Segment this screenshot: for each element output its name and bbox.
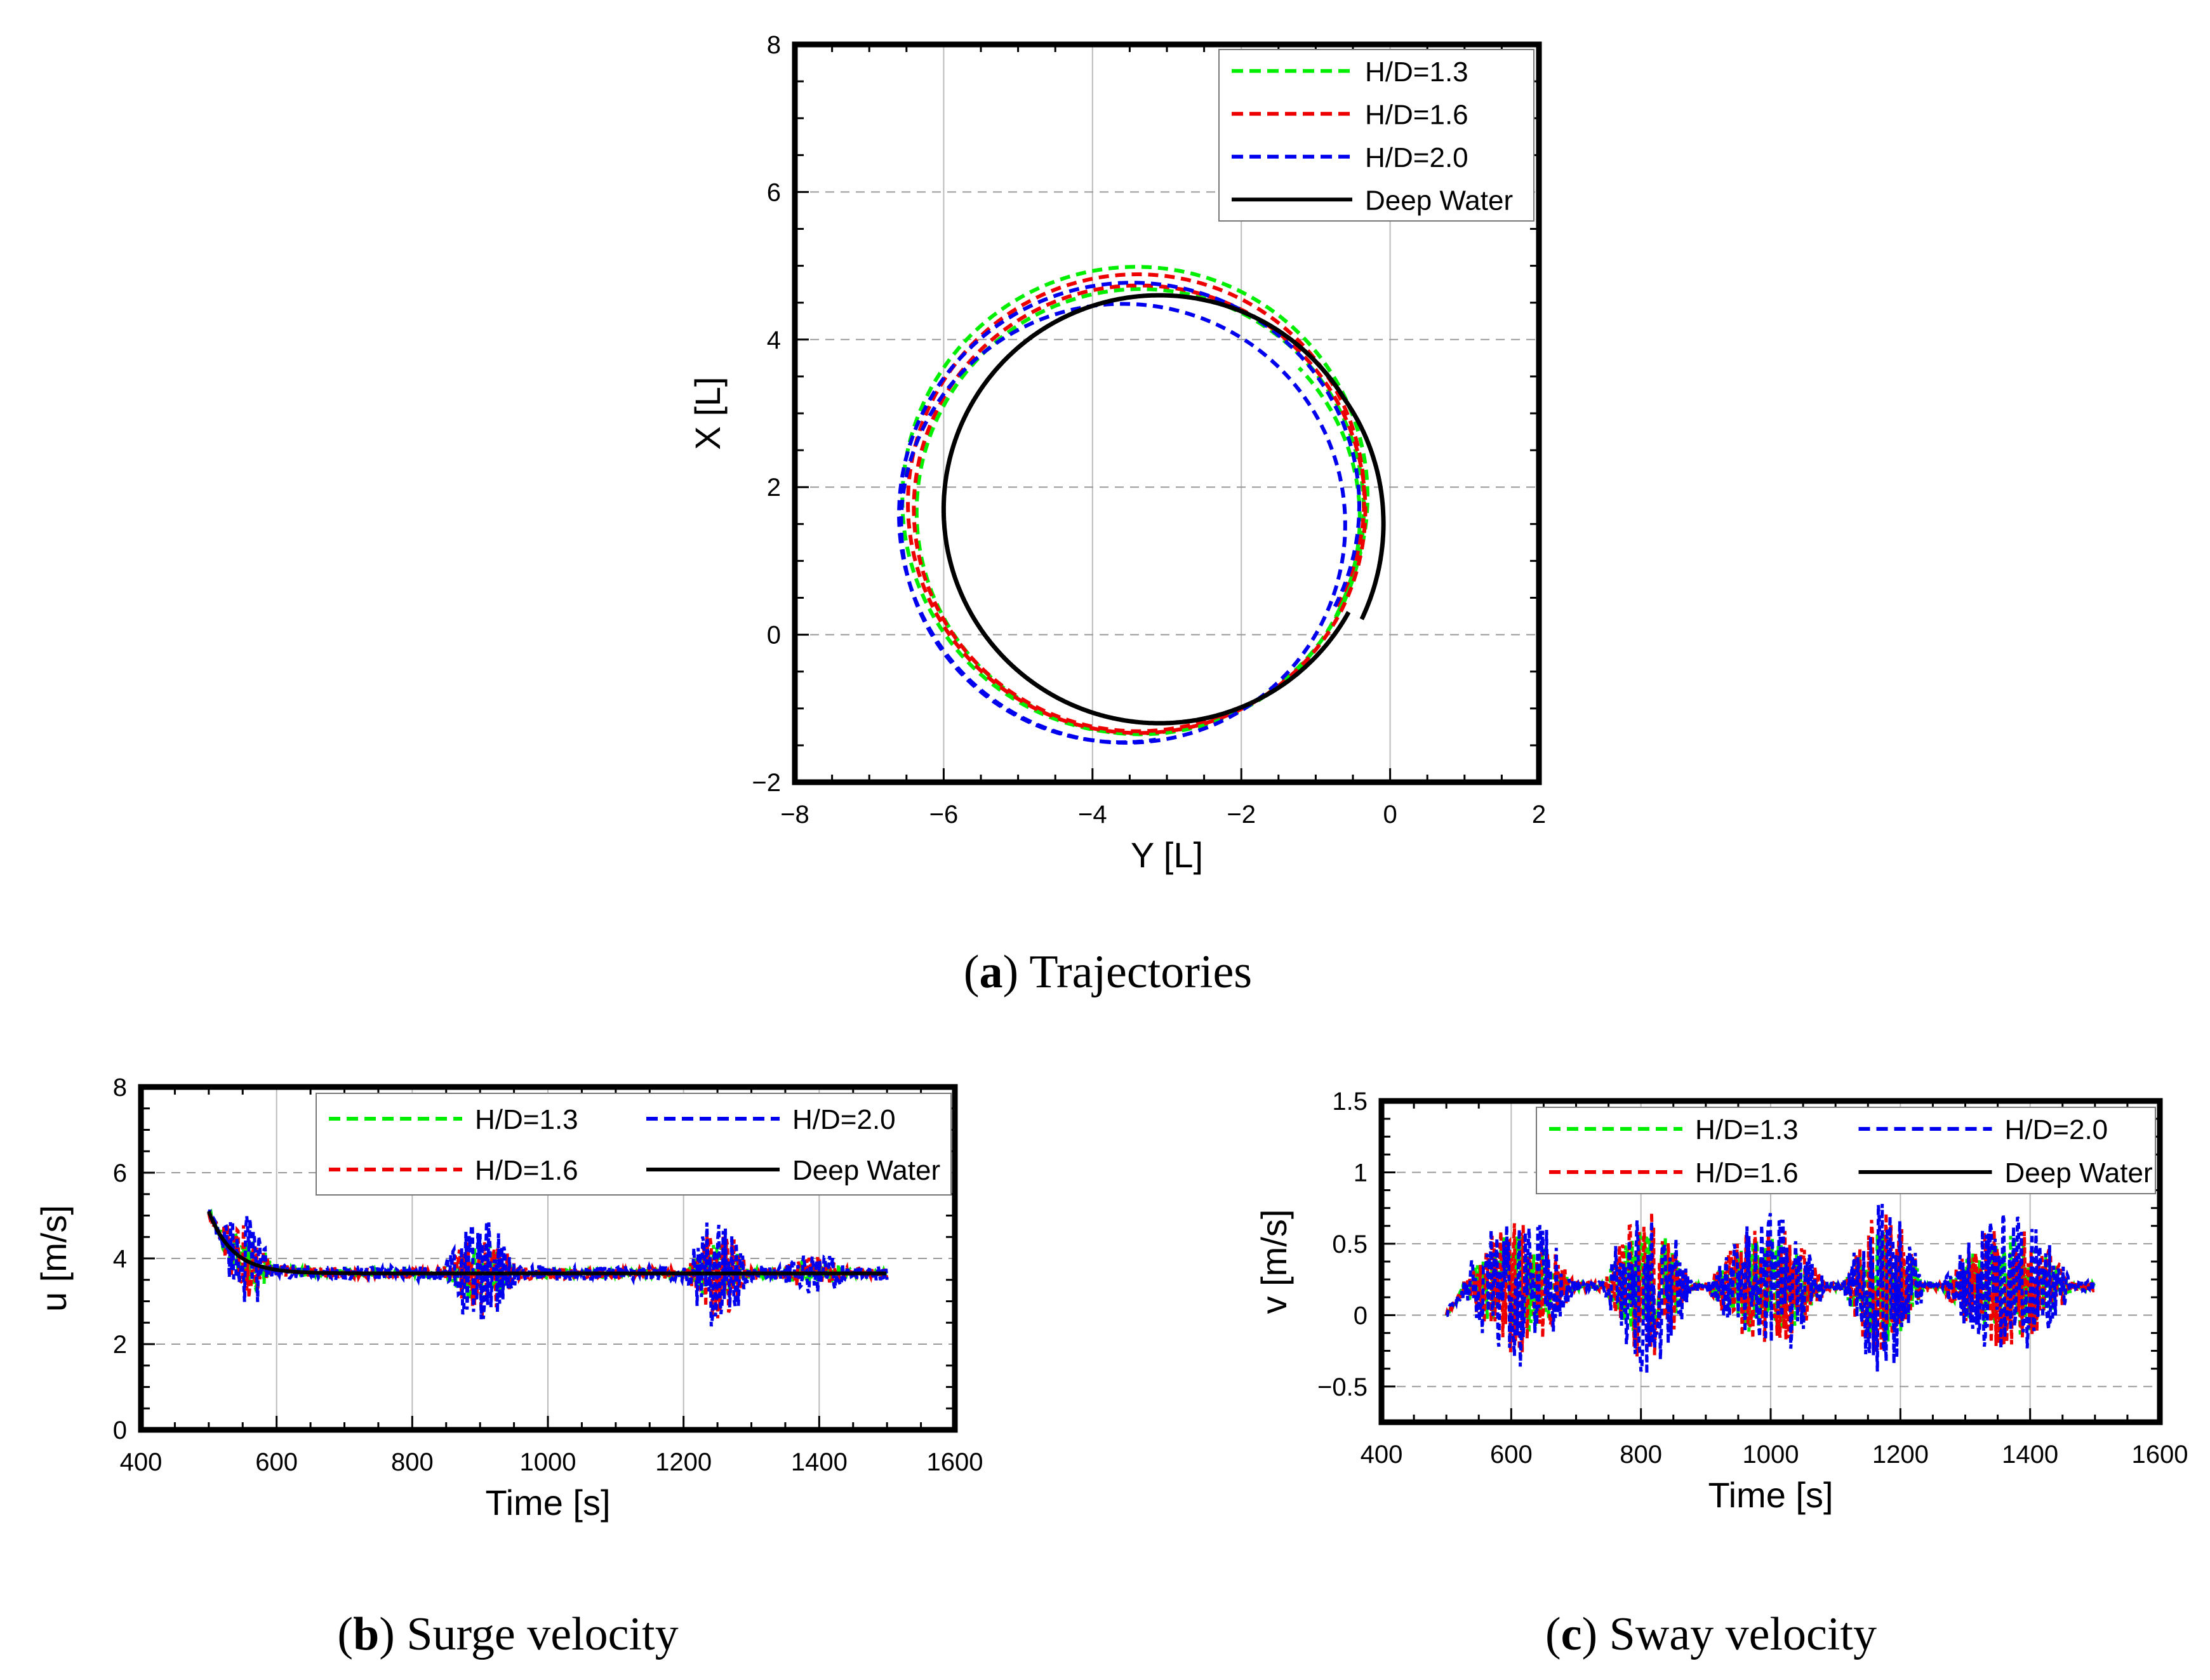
x-tick-label: 0 [1383, 801, 1397, 829]
legend-label: H/D=2.0 [1365, 142, 1468, 173]
x-tick-label: 1400 [791, 1448, 848, 1476]
x-tick-label: 1000 [1743, 1441, 1799, 1469]
legend-label: Deep Water [1365, 185, 1513, 216]
chart-surge-velocity: 400 600 800 1000 1200 1400 1600 0 2 4 6 8 Time [s] u … [34, 1074, 983, 1523]
series-line-deep-water [941, 293, 1386, 726]
legend-box [1536, 1107, 2156, 1194]
plot-frame [792, 41, 1542, 785]
y-tick-label: 6 [113, 1159, 127, 1187]
x-tick-label: 1600 [2132, 1441, 2188, 1469]
x-tick-label: −2 [1227, 801, 1256, 829]
y-tick-label: −0.5 [1317, 1373, 1368, 1401]
x-axis-label: Y [L] [1131, 835, 1203, 875]
x-tick-label: 800 [391, 1448, 434, 1476]
plot-area [897, 265, 1386, 745]
y-tick-label: 4 [767, 326, 781, 354]
series-line-h-d-1-3 [900, 265, 1369, 737]
y-axis-label: u [m/s] [34, 1205, 74, 1312]
y-tick-label: 0 [1354, 1302, 1368, 1330]
legend-label: H/D=1.3 [475, 1104, 578, 1135]
x-tick-label: −4 [1078, 801, 1107, 829]
series-line-h-d-2-0 [897, 281, 1362, 745]
plot-area [207, 1208, 889, 1327]
legend-label: Deep Water [792, 1155, 940, 1186]
y-tick-label: 1.5 [1332, 1088, 1368, 1116]
x-axis-label: Time [s] [485, 1483, 610, 1523]
legend-label: H/D=1.3 [1365, 57, 1468, 88]
x-tick-label: 600 [1490, 1441, 1533, 1469]
x-tick-label: 1600 [927, 1448, 983, 1476]
legend-label: H/D=1.3 [1695, 1114, 1799, 1145]
y-tick-label: 6 [767, 178, 781, 206]
y-axis-label: X [L] [688, 377, 728, 450]
legend-label: H/D=1.6 [475, 1155, 578, 1186]
legend-label: Deep Water [2005, 1157, 2153, 1189]
plot-frame [1378, 1098, 2163, 1425]
x-tick-label: 800 [1620, 1441, 1662, 1469]
x-tick-label: −8 [780, 801, 809, 829]
y-tick-label: 1 [1354, 1159, 1368, 1187]
plot-frame [138, 1084, 958, 1433]
x-tick-label: 1400 [2002, 1441, 2058, 1469]
y-tick-label: 2 [767, 474, 781, 502]
x-tick-label: 1200 [1872, 1441, 1929, 1469]
legend-label: H/D=1.6 [1695, 1157, 1799, 1189]
y-tick-label: 2 [113, 1331, 127, 1359]
y-tick-label: 8 [767, 31, 781, 59]
x-tick-label: 1000 [520, 1448, 576, 1476]
x-tick-label: 400 [1361, 1441, 1403, 1469]
y-tick-label: 4 [113, 1245, 127, 1273]
x-tick-label: 2 [1532, 801, 1546, 829]
y-tick-label: 0 [767, 622, 781, 650]
series-line-h-d-1-6 [906, 272, 1368, 735]
legend-box [1218, 49, 1534, 222]
series-line-deep-water [207, 1210, 887, 1276]
legend-label: H/D=1.6 [1365, 99, 1468, 130]
x-axis-label: Time [s] [1708, 1475, 1833, 1515]
legend-box [316, 1093, 952, 1196]
caption-b: (b) Surge velocity [337, 1608, 678, 1660]
legend-label: H/D=2.0 [2005, 1114, 2108, 1145]
y-axis-label: v [m/s] [1254, 1210, 1294, 1314]
x-tick-label: 1200 [655, 1448, 712, 1476]
caption-c: (c) Sway velocity [1545, 1608, 1877, 1660]
x-tick-label: −6 [929, 801, 959, 829]
x-tick-label: 400 [120, 1448, 163, 1476]
y-tick-label: −2 [752, 769, 781, 797]
chart-trajectories: −8 −6 −4 −2 0 2 −2 0 2 4 6 8 Y [L] X [L] H/D=1.3 H/D=1.… [688, 31, 1546, 875]
plot-area [1444, 1204, 2096, 1374]
series-line-h-d-2-0 [1446, 1204, 2096, 1374]
chart-sway-velocity: 400 600 800 1000 1200 1400 1600 −0.5 0 0.5 1 1.5 Tim… [1254, 1088, 2188, 1515]
y-tick-label: 0.5 [1332, 1230, 1368, 1258]
y-tick-label: 8 [113, 1074, 127, 1102]
x-tick-label: 600 [255, 1448, 298, 1476]
legend-label: H/D=2.0 [792, 1104, 896, 1135]
caption-a: (a) Trajectories [964, 946, 1252, 998]
y-tick-label: 0 [113, 1417, 127, 1444]
